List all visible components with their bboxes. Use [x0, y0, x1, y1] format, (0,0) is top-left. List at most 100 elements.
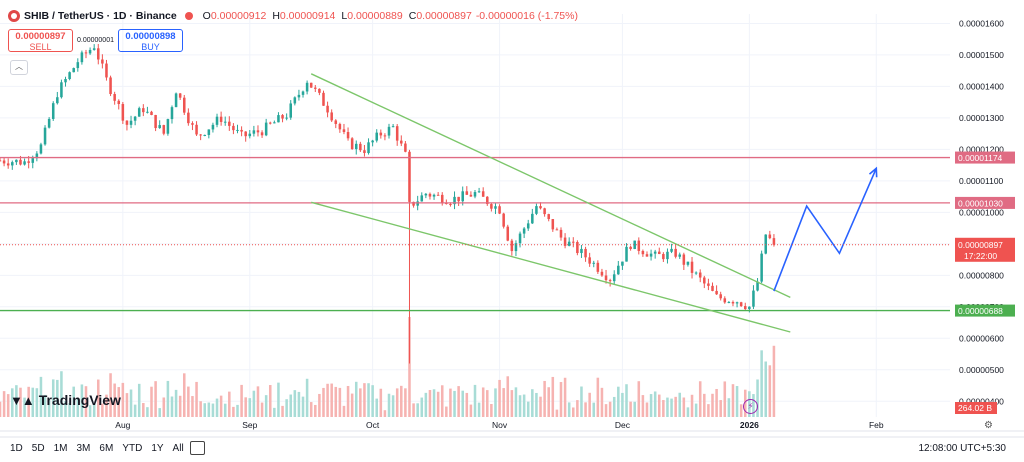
volume-bar [694, 403, 698, 417]
volume-bar [92, 403, 96, 417]
volume-bar [232, 406, 235, 417]
volume-bar [154, 381, 157, 417]
candle-body [600, 271, 604, 276]
candle-body [137, 108, 141, 117]
volume-bar [31, 387, 35, 417]
volume-bar [64, 400, 67, 417]
volume-bar [182, 373, 186, 417]
candle-body [743, 306, 747, 310]
wedge-lower-trendline[interactable] [311, 201, 791, 333]
x-tick-label: 2026 [740, 420, 759, 430]
candle-body [342, 129, 346, 133]
volume-bar [588, 392, 591, 417]
candle-body [133, 116, 137, 121]
clock[interactable]: 12:08:00 UTC+5:30 [918, 443, 1006, 454]
candle-body [703, 277, 706, 284]
candle-body [383, 135, 387, 137]
candle-body [158, 125, 161, 129]
gear-icon[interactable]: ⚙ [984, 420, 993, 431]
candle-body [387, 126, 391, 136]
symbol-header: SHIB / TetherUS · 1D · Binance O 0.000009… [8, 10, 578, 22]
wedge-upper-trendline[interactable] [310, 73, 791, 298]
volume-bar [228, 391, 231, 417]
candle-body [211, 124, 215, 130]
volume-bar [166, 380, 170, 417]
volume-bar [518, 395, 522, 417]
volume-bar [150, 386, 153, 417]
candle-body [178, 93, 182, 98]
volume-bar [47, 400, 51, 417]
timeframe-5d[interactable]: 5D [31, 443, 45, 454]
volume-bar [105, 394, 108, 417]
candle-body [580, 248, 583, 254]
y-tick-label: 0.00001400 [959, 81, 1004, 91]
sell-button[interactable]: 0.00000897 SELL [8, 29, 73, 52]
timeframe-1y[interactable]: 1Y [151, 443, 164, 454]
volume-bar [600, 387, 604, 417]
timeframe-3m[interactable]: 3M [76, 443, 91, 454]
candle-body [498, 206, 501, 214]
timeframe-all[interactable]: All [172, 443, 184, 454]
volume-bar [2, 391, 6, 417]
volume-bar [375, 398, 378, 417]
candle-body [588, 257, 591, 264]
candle-body [191, 123, 194, 125]
volume-bar [158, 408, 161, 417]
candle-countdown: 17:22:00 [964, 251, 997, 261]
candle-body [469, 194, 473, 197]
candle-body [195, 124, 198, 135]
y-tick-label: 0.00001300 [959, 113, 1004, 123]
y-tick-label: 0.00000600 [959, 333, 1004, 343]
timeframe-1m[interactable]: 1M [53, 443, 68, 454]
resistance-price-tag [955, 151, 1015, 164]
y-tick-label: 0.00000800 [959, 270, 1004, 280]
timeframe-1d[interactable]: 1D [10, 443, 23, 454]
candle-body [47, 118, 51, 128]
volume-bar [756, 379, 759, 417]
volume-bar [35, 388, 39, 417]
high-label: H [272, 10, 280, 22]
symbol-title[interactable]: SHIB / TetherUS · 1D · Binance [24, 10, 177, 22]
volume-bar [412, 403, 415, 417]
candle-body [432, 194, 436, 197]
chevron-up-icon[interactable]: ︿ [10, 60, 28, 75]
volume-bar [514, 387, 518, 417]
volume-bar [125, 393, 129, 417]
candle-body [572, 241, 575, 243]
lightning-icon[interactable]: ⚡ [743, 399, 758, 414]
volume-bar [690, 394, 694, 417]
volume-bar [101, 403, 104, 417]
candle-body [633, 240, 636, 249]
projection-path[interactable] [773, 167, 878, 292]
candle-body [232, 125, 235, 131]
volume-bar [285, 399, 288, 417]
high-value: 0.00000914 [279, 10, 336, 22]
candle-body [420, 195, 424, 202]
volume-bar [260, 402, 264, 417]
candle-body [105, 63, 108, 78]
candle-body [154, 114, 157, 129]
candle-body [80, 52, 84, 63]
y-tick-label: 0.00001000 [959, 207, 1004, 217]
buy-button[interactable]: 0.00000898 BUY [118, 29, 183, 52]
candle-body [584, 248, 587, 258]
candle-body [653, 251, 657, 254]
price-scale[interactable] [950, 0, 1024, 430]
volume-bar [289, 394, 293, 417]
candle-body [727, 302, 731, 304]
volume-bar [657, 394, 661, 417]
x-tick-label: Aug [115, 420, 130, 430]
projection-arrowhead [868, 166, 878, 178]
volume-bar [178, 395, 182, 417]
volume-bar [146, 407, 149, 417]
candle-body [473, 192, 477, 197]
volume-bar [76, 398, 80, 417]
volume-bar [453, 390, 456, 417]
candle-body [268, 122, 272, 124]
calendar-icon[interactable] [190, 441, 205, 455]
timeframe-ytd[interactable]: YTD [122, 443, 143, 454]
volume-bar [731, 384, 735, 417]
timeframe-6m[interactable]: 6M [99, 443, 114, 454]
candle-body [486, 196, 489, 205]
